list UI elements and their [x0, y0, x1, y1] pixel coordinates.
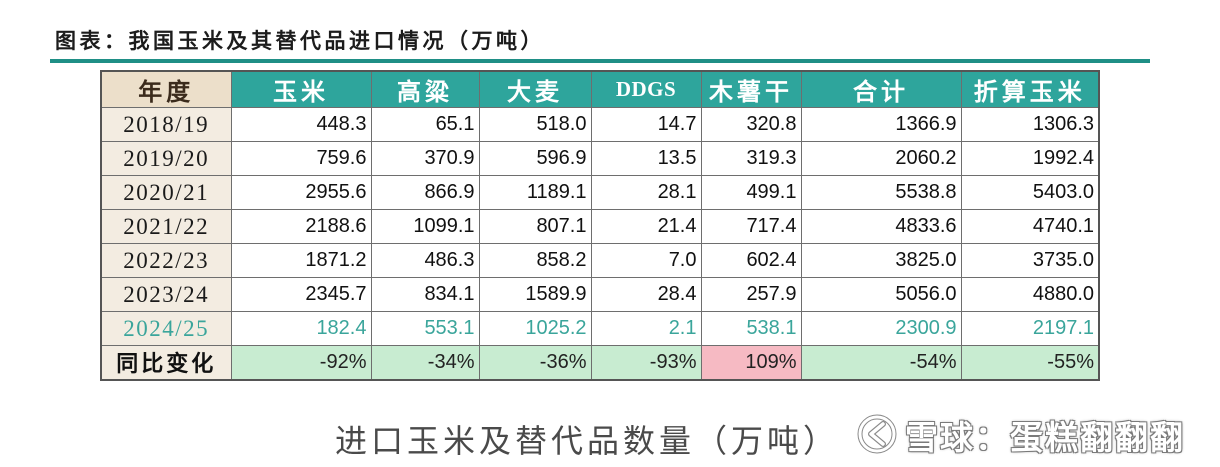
- title-divider: [50, 59, 1150, 63]
- cell-2021-22-cassava: 717.4: [700, 209, 802, 244]
- cell-2021-22-barley: 807.1: [478, 209, 592, 244]
- cell-2023-24-total: 5056.0: [800, 277, 962, 312]
- change-cell-sorghum: -34%: [370, 345, 480, 380]
- cell-2023-24-corn-equivalent: 4880.0: [960, 277, 1100, 312]
- table-row-2018-19: 2018/19 448.3 65.1 518.0 14.7 320.8 1366.9 1306…: [100, 107, 1100, 142]
- change-row: 同比变化 -92% -34% -36% -93% 109% -54% -55%: [100, 345, 1100, 380]
- cell-2021-22-corn-equivalent: 4740.1: [960, 209, 1100, 244]
- cell-2024-25-corn-equivalent: 2197.1: [960, 311, 1100, 346]
- cell-2022-23-ddgs: 7.0: [590, 243, 702, 278]
- cell-2018-19-barley: 518.0: [478, 107, 592, 142]
- figure-caption: 进口玉米及替代品数量（万吨）: [335, 423, 840, 459]
- cell-2024-25-ddgs: 2.1: [590, 311, 702, 346]
- year-cell-2023-24: 2023/24: [100, 277, 232, 312]
- cell-2019-20-cassava: 319.3: [700, 141, 802, 176]
- year-cell-2019-20: 2019/20: [100, 141, 232, 176]
- cell-2020-21-corn-equivalent: 5403.0: [960, 175, 1100, 210]
- table-header: 年度 玉米 高粱 大麦 DDGS 木薯干 合计 折算玉米: [100, 70, 1100, 108]
- cell-2024-25-cassava: 538.1: [700, 311, 802, 346]
- year-cell-2022-23: 2022/23: [100, 243, 232, 278]
- cell-2019-20-total: 2060.2: [800, 141, 962, 176]
- cell-2022-23-sorghum: 486.3: [370, 243, 480, 278]
- header-sorghum: 高粱: [370, 70, 480, 108]
- header-row: 年度 玉米 高粱 大麦 DDGS 木薯干 合计 折算玉米: [100, 70, 1100, 108]
- cell-2022-23-cassava: 602.4: [700, 243, 802, 278]
- header-corn: 玉米: [230, 70, 372, 108]
- figure-title: 图表：我国玉米及其替代品进口情况（万吨）: [55, 29, 545, 53]
- cell-2020-21-cassava: 499.1: [700, 175, 802, 210]
- cell-2024-25-corn: 182.4: [230, 311, 372, 346]
- cell-2018-19-ddgs: 14.7: [590, 107, 702, 142]
- cell-2018-19-corn-equivalent: 1306.3: [960, 107, 1100, 142]
- cell-2020-21-barley: 1189.1: [478, 175, 592, 210]
- cell-2024-25-barley: 1025.2: [478, 311, 592, 346]
- table-row-2019-20: 2019/20 759.6 370.9 596.9 13.5 319.3 2060.2 199…: [100, 141, 1100, 176]
- cell-2022-23-corn: 1871.2: [230, 243, 372, 278]
- change-cell-corn-equivalent: -55%: [960, 345, 1100, 380]
- cell-2021-22-ddgs: 21.4: [590, 209, 702, 244]
- year-cell-2024-25: 2024/25: [100, 311, 232, 346]
- cell-2020-21-sorghum: 866.9: [370, 175, 480, 210]
- cell-2021-22-corn: 2188.6: [230, 209, 372, 244]
- cell-2019-20-corn-equivalent: 1992.4: [960, 141, 1100, 176]
- year-cell-2021-22: 2021/22: [100, 209, 232, 244]
- header-total: 合计: [800, 70, 962, 108]
- cell-2024-25-sorghum: 553.1: [370, 311, 480, 346]
- change-cell-cassava: 109%: [700, 345, 802, 380]
- cell-2020-21-total: 5538.8: [800, 175, 962, 210]
- table-row-2022-23: 2022/23 1871.2 486.3 858.2 7.0 602.4 3825.0 373…: [100, 243, 1100, 278]
- cell-2023-24-cassava: 257.9: [700, 277, 802, 312]
- xueqiu-logo-icon: [857, 414, 897, 454]
- cell-2019-20-sorghum: 370.9: [370, 141, 480, 176]
- header-barley: 大麦: [478, 70, 592, 108]
- cell-2022-23-total: 3825.0: [800, 243, 962, 278]
- year-cell-2020-21: 2020/21: [100, 175, 232, 210]
- table-row-2021-22: 2021/22 2188.6 1099.1 807.1 21.4 717.4 4833.6 4…: [100, 209, 1100, 244]
- cell-2021-22-sorghum: 1099.1: [370, 209, 480, 244]
- header-year: 年度: [100, 70, 232, 108]
- cell-2023-24-sorghum: 834.1: [370, 277, 480, 312]
- cell-2020-21-ddgs: 28.1: [590, 175, 702, 210]
- cell-2022-23-corn-equivalent: 3735.0: [960, 243, 1100, 278]
- cell-2023-24-ddgs: 28.4: [590, 277, 702, 312]
- table-row-2020-21: 2020/21 2955.6 866.9 1189.1 28.1 499.1 5538.8 5…: [100, 175, 1100, 210]
- table-body: 2018/19 448.3 65.1 518.0 14.7 320.8 1366.9 1306…: [100, 107, 1100, 380]
- cell-2019-20-barley: 596.9: [478, 141, 592, 176]
- cell-2022-23-barley: 858.2: [478, 243, 592, 278]
- header-corn-equivalent: 折算玉米: [960, 70, 1100, 108]
- cell-2024-25-total: 2300.9: [800, 311, 962, 346]
- cell-2020-21-corn: 2955.6: [230, 175, 372, 210]
- header-cassava: 木薯干: [700, 70, 802, 108]
- change-cell-barley: -36%: [478, 345, 592, 380]
- cell-2023-24-corn: 2345.7: [230, 277, 372, 312]
- change-cell-total: -54%: [800, 345, 962, 380]
- cell-2018-19-sorghum: 65.1: [370, 107, 480, 142]
- year-cell-2018-19: 2018/19: [100, 107, 232, 142]
- cell-2021-22-total: 4833.6: [800, 209, 962, 244]
- import-table: 年度 玉米 高粱 大麦 DDGS 木薯干 合计 折算玉米 2018/19 448.3 65.1 51…: [100, 70, 1100, 381]
- cell-2018-19-total: 1366.9: [800, 107, 962, 142]
- cell-2018-19-cassava: 320.8: [700, 107, 802, 142]
- cell-2018-19-corn: 448.3: [230, 107, 372, 142]
- cell-2023-24-barley: 1589.9: [478, 277, 592, 312]
- change-cell-corn: -92%: [230, 345, 372, 380]
- cell-2019-20-corn: 759.6: [230, 141, 372, 176]
- table-row-2023-24: 2023/24 2345.7 834.1 1589.9 28.4 257.9 5056.0 4…: [100, 277, 1100, 312]
- header-ddgs: DDGS: [590, 70, 702, 108]
- change-label: 同比变化: [100, 345, 232, 380]
- watermark-text: 雪球：蛋糕翻翻翻: [905, 418, 1185, 457]
- change-cell-ddgs: -93%: [590, 345, 702, 380]
- cell-2019-20-ddgs: 13.5: [590, 141, 702, 176]
- table-row-2024-25: 2024/25 182.4 553.1 1025.2 2.1 538.1 2300.9 219…: [100, 311, 1100, 346]
